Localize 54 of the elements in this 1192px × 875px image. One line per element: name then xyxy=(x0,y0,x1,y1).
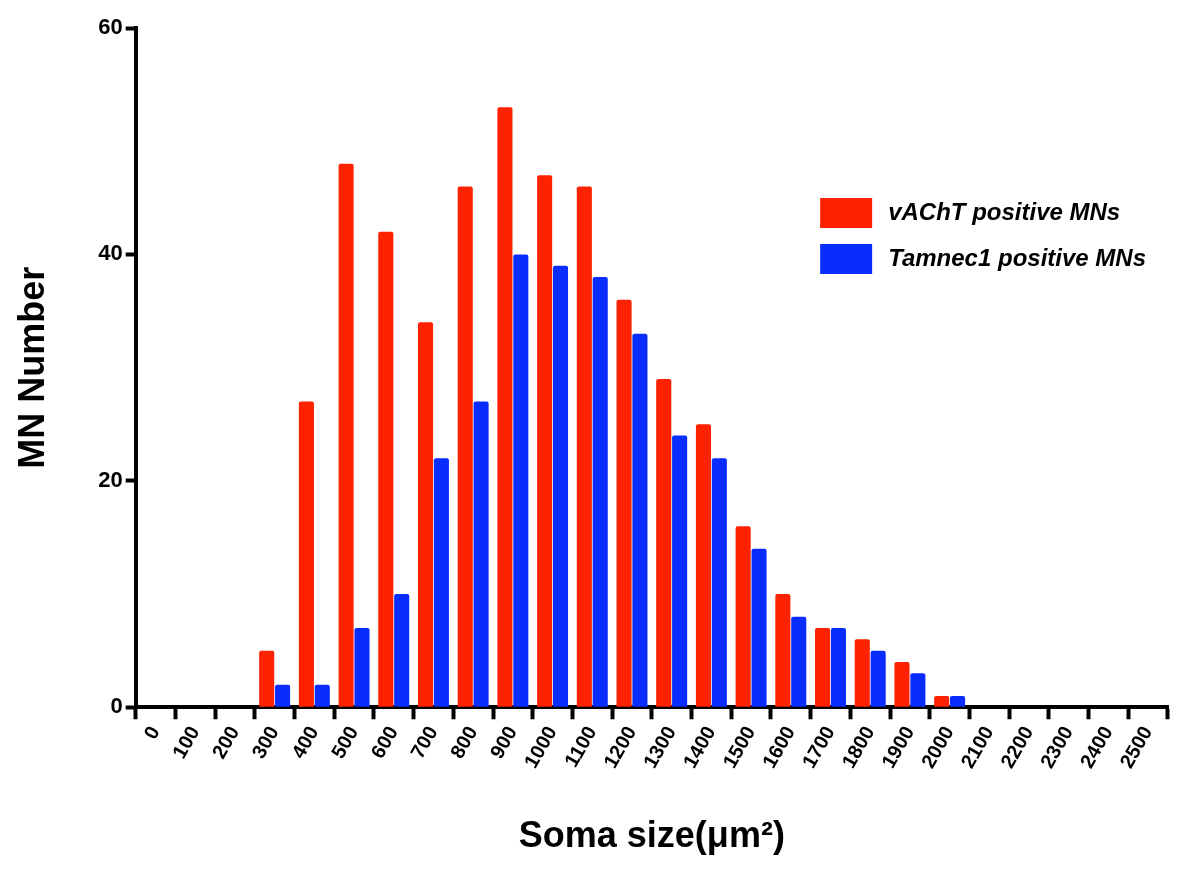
bar xyxy=(751,548,767,707)
legend-label: Tamnec1 positive MNs xyxy=(888,243,1146,271)
x-tick-label: 0 xyxy=(139,722,164,743)
bar xyxy=(830,628,846,707)
bar xyxy=(910,673,926,707)
x-tick-label: 500 xyxy=(326,722,363,762)
x-tick-label: 700 xyxy=(405,722,442,762)
bar xyxy=(656,378,672,707)
bar xyxy=(338,163,354,707)
bar xyxy=(513,254,529,707)
bar xyxy=(791,616,807,707)
bar xyxy=(298,401,314,707)
bar xyxy=(894,661,910,707)
x-tick-label: 400 xyxy=(286,722,323,762)
y-tick-label: 20 xyxy=(98,466,123,492)
bar xyxy=(616,299,632,707)
bar xyxy=(592,277,608,707)
bar xyxy=(711,458,727,707)
bar xyxy=(815,628,831,707)
bar xyxy=(854,639,870,707)
x-tick-label: 800 xyxy=(445,722,482,762)
bar xyxy=(275,684,291,707)
bar xyxy=(473,401,489,707)
bar xyxy=(259,650,275,707)
y-tick-label: 0 xyxy=(110,693,123,719)
bar xyxy=(394,594,410,707)
bar xyxy=(735,526,751,707)
y-tick-label: 60 xyxy=(98,14,123,40)
bar xyxy=(950,695,966,707)
bar xyxy=(775,594,791,707)
x-tick-label: 900 xyxy=(485,722,522,762)
x-axis-title: Soma size(μm²) xyxy=(518,814,785,856)
bar xyxy=(870,650,886,707)
x-tick-label: 100 xyxy=(167,722,204,762)
bar xyxy=(378,231,394,707)
x-tick-label: 600 xyxy=(366,722,402,762)
x-tick-label: 300 xyxy=(247,722,283,762)
legend-label: vAChT positive MNs xyxy=(888,197,1121,225)
bar xyxy=(314,684,330,707)
bar xyxy=(537,175,553,707)
bar xyxy=(934,695,950,707)
bar xyxy=(417,322,434,707)
y-axis-title: MN Number xyxy=(10,266,52,469)
bar xyxy=(552,265,569,707)
bar xyxy=(695,424,711,707)
y-tick-label: 40 xyxy=(98,240,123,266)
bar xyxy=(354,628,370,707)
bar xyxy=(433,458,449,707)
bar xyxy=(457,186,473,707)
bar xyxy=(632,333,648,707)
bar xyxy=(576,186,592,707)
bar xyxy=(672,435,688,707)
bar xyxy=(497,107,513,707)
x-tick-label: 200 xyxy=(207,722,244,762)
